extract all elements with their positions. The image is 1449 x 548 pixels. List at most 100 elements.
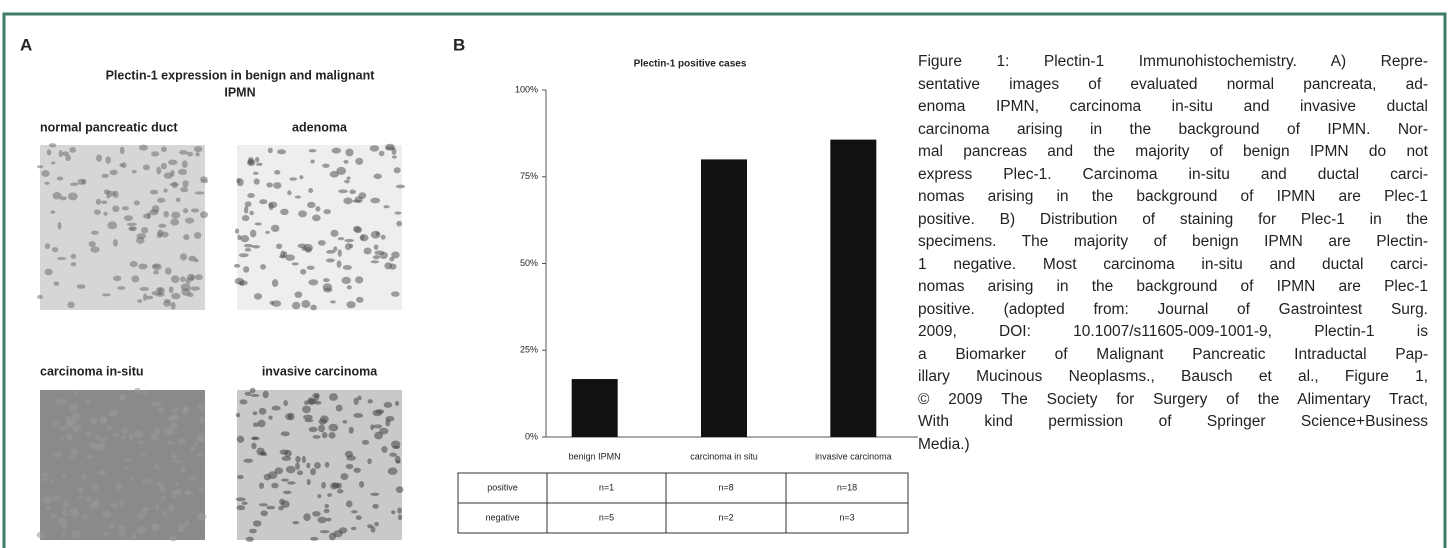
cell bbox=[157, 232, 162, 238]
caption-line: 1 negative. Most carcinoma in-situ and d… bbox=[918, 254, 1428, 277]
cell bbox=[37, 165, 43, 168]
cell bbox=[112, 205, 119, 212]
cell bbox=[310, 537, 318, 541]
cell bbox=[329, 432, 336, 439]
cell bbox=[197, 453, 203, 457]
cell bbox=[106, 156, 111, 164]
cell bbox=[239, 253, 249, 257]
cell bbox=[91, 484, 99, 491]
cell bbox=[248, 157, 255, 165]
cell bbox=[289, 177, 297, 180]
cell bbox=[384, 402, 393, 408]
caption-line: sentative images of evaluated normal pan… bbox=[918, 74, 1428, 97]
bar bbox=[701, 159, 747, 437]
cell bbox=[344, 160, 349, 164]
cell bbox=[244, 206, 248, 213]
cell bbox=[155, 504, 159, 511]
cell bbox=[113, 276, 121, 282]
cell bbox=[343, 198, 352, 205]
cell bbox=[180, 276, 185, 282]
cell bbox=[337, 489, 343, 493]
panel-label: B bbox=[453, 35, 465, 54]
cell bbox=[372, 504, 378, 509]
cell bbox=[333, 530, 342, 537]
cell bbox=[191, 208, 199, 212]
cell bbox=[353, 413, 363, 418]
caption-line: enoma IPMN, carcinoma in-situ and invasi… bbox=[918, 96, 1428, 119]
cell bbox=[371, 231, 381, 239]
cell bbox=[312, 215, 321, 222]
cell bbox=[51, 161, 56, 164]
cell bbox=[71, 254, 76, 259]
cell bbox=[137, 440, 145, 444]
cell bbox=[161, 163, 167, 170]
cell bbox=[187, 152, 193, 157]
caption-line: With kind permission of Springer Science… bbox=[918, 411, 1428, 434]
cell bbox=[168, 160, 178, 166]
cell bbox=[321, 482, 326, 489]
cell bbox=[351, 527, 357, 530]
cell bbox=[43, 496, 53, 504]
cell bbox=[370, 493, 379, 496]
cell bbox=[254, 178, 260, 184]
cell bbox=[370, 145, 379, 152]
cell bbox=[243, 266, 249, 272]
cell bbox=[249, 529, 257, 534]
cell bbox=[385, 419, 390, 426]
cell bbox=[130, 477, 134, 481]
cell bbox=[287, 190, 291, 195]
cell bbox=[90, 442, 97, 448]
y-tick-label: 75% bbox=[520, 171, 538, 181]
cell bbox=[298, 243, 307, 248]
y-tick-label: 100% bbox=[515, 84, 538, 94]
cell bbox=[45, 269, 53, 276]
cell bbox=[73, 427, 79, 433]
panel-title: Plectin-1 expression in benign and malig… bbox=[106, 68, 376, 82]
cell bbox=[276, 243, 282, 249]
caption-line: 2009, DOI: 10.1007/s11605-009-1001-9, Pl… bbox=[918, 321, 1428, 344]
cell bbox=[197, 434, 205, 442]
cell bbox=[57, 257, 66, 260]
cell bbox=[260, 510, 268, 516]
cell bbox=[185, 489, 191, 496]
cell bbox=[258, 420, 266, 428]
cell bbox=[190, 286, 200, 290]
cell bbox=[182, 180, 188, 187]
cell bbox=[312, 511, 321, 517]
cell bbox=[250, 230, 256, 238]
cell bbox=[138, 264, 147, 270]
cell bbox=[146, 296, 153, 300]
cell bbox=[307, 266, 315, 270]
cell bbox=[318, 240, 326, 246]
cell bbox=[103, 532, 109, 536]
image-label: adenoma bbox=[292, 120, 348, 134]
cell bbox=[181, 283, 191, 291]
cell bbox=[242, 215, 249, 221]
cell bbox=[309, 149, 317, 152]
cell bbox=[260, 264, 266, 270]
cell bbox=[180, 253, 187, 260]
cell bbox=[237, 178, 244, 186]
cell bbox=[381, 235, 386, 240]
cell bbox=[268, 148, 273, 154]
table-text: n=18 bbox=[837, 482, 857, 492]
cell bbox=[147, 479, 153, 484]
caption-line: positive. (adopted from: Journal of Gast… bbox=[918, 299, 1428, 322]
cell bbox=[313, 435, 321, 439]
cell bbox=[295, 195, 301, 198]
cell bbox=[273, 182, 281, 189]
cell bbox=[346, 464, 354, 469]
cell bbox=[169, 183, 178, 186]
caption-line: Figure 1: Plectin-1 Immunohistochemistry… bbox=[918, 51, 1428, 74]
cell bbox=[130, 261, 138, 267]
cell bbox=[143, 214, 150, 219]
cell bbox=[300, 269, 306, 275]
cell bbox=[281, 478, 289, 481]
cell bbox=[308, 188, 313, 193]
cell bbox=[141, 452, 146, 456]
cell bbox=[150, 434, 158, 441]
cell bbox=[338, 189, 348, 193]
cell bbox=[200, 211, 208, 218]
cell bbox=[308, 279, 318, 285]
cell bbox=[85, 496, 92, 502]
